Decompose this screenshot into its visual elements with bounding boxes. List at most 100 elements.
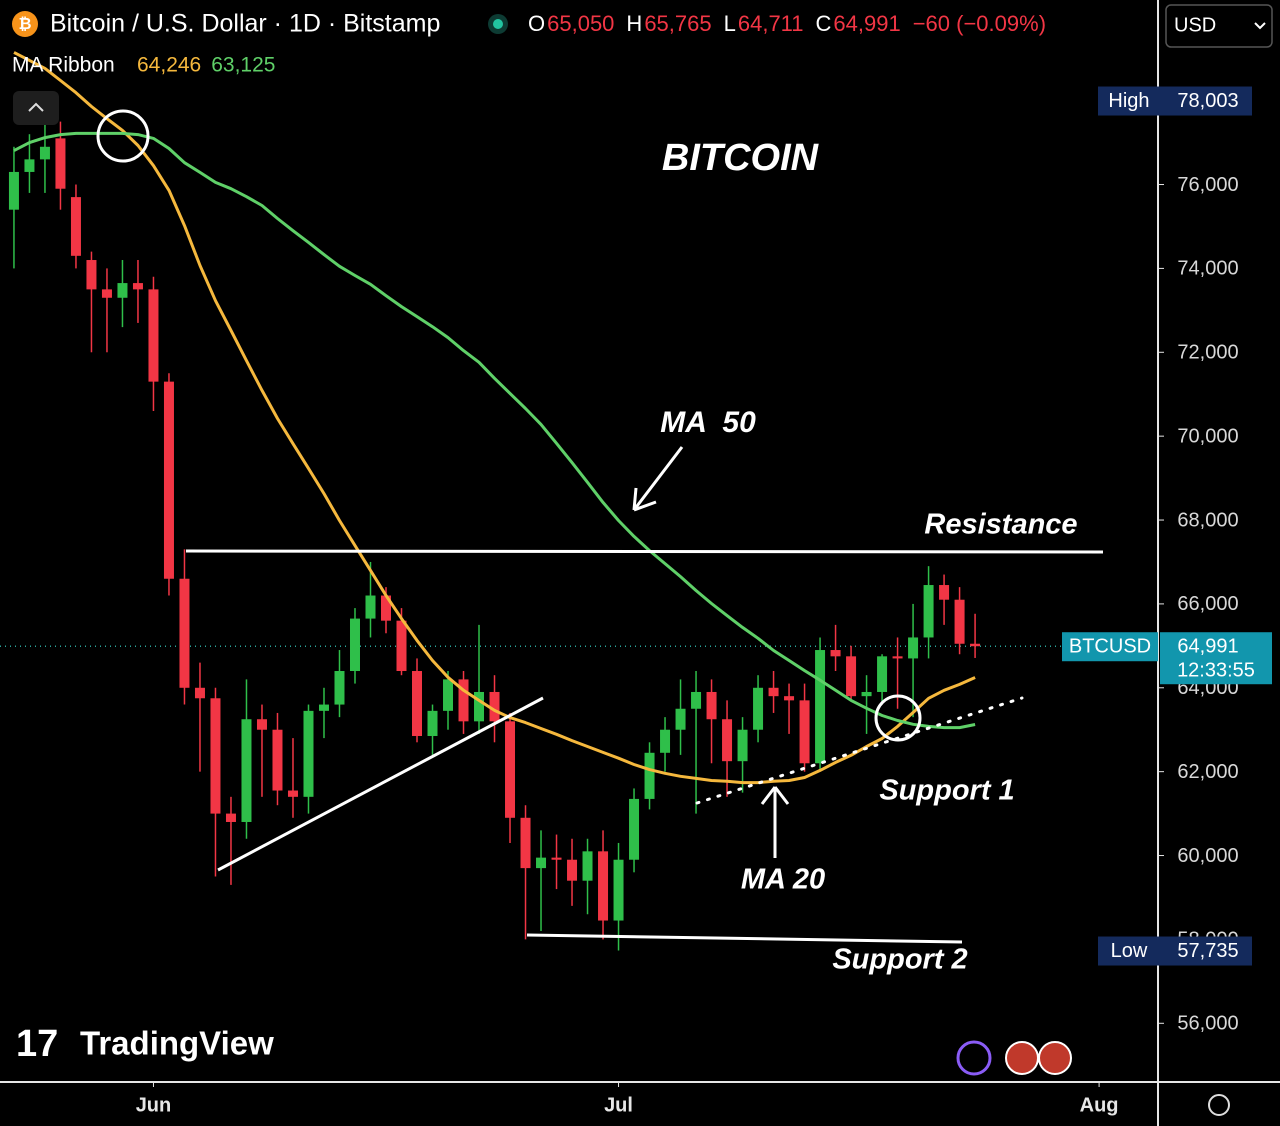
annotation: MA 20 [741, 864, 825, 896]
candle-body [318, 704, 329, 711]
icon[interactable] [1038, 1041, 1072, 1075]
ohlc-legend: O 65,050 H 65,765 L 64,711 C 64,991 −60 (−0.09%) [528, 11, 1046, 36]
resistance-line [185, 549, 1104, 554]
candle-body [303, 710, 314, 797]
candle-body [474, 691, 485, 722]
x-tick-label: Aug [1080, 1094, 1119, 1116]
x-tick-label: Jul [604, 1094, 633, 1116]
coin-icon-glyph: ₿ [18, 15, 31, 33]
ohlc-value: 64,711 [738, 11, 804, 36]
candle-body [194, 687, 205, 699]
candle-body [613, 859, 624, 921]
candle-body [520, 817, 531, 869]
annotations [96, 109, 1104, 944]
candle-body [427, 710, 438, 737]
currency-label: USD [1174, 14, 1216, 36]
ohlc-key: C [816, 11, 832, 36]
candle-body [722, 719, 733, 762]
tag-value-box [1160, 936, 1252, 966]
candle-body [629, 798, 640, 860]
y-tick-label: 56,000 [1177, 1013, 1238, 1035]
candle-body [815, 650, 826, 764]
candle-body [489, 691, 500, 722]
arrow [632, 446, 684, 512]
candle-body [551, 857, 562, 860]
coin-icon [12, 11, 38, 37]
candle-body [753, 687, 764, 730]
price-tag-value-box [1160, 632, 1272, 685]
brand-logo: 17 [16, 1023, 58, 1065]
status-dot [493, 19, 503, 29]
x-tick-label: Jun [136, 1094, 172, 1116]
candle-body [505, 721, 516, 818]
candle-body [954, 599, 965, 644]
tag-value-box [1160, 86, 1252, 116]
ohlc-key: O [528, 11, 545, 36]
candle-body [908, 637, 919, 659]
indicator-legend: 64,246 63,125 [137, 54, 275, 77]
brand-name: TradingView [80, 1025, 274, 1062]
y-tick-label: 74,000 [1177, 258, 1238, 280]
candle-body [334, 671, 345, 705]
change: −60 (−0.09%) [913, 11, 1046, 36]
candle-body [877, 656, 888, 692]
candle-body [443, 679, 454, 711]
tag-key: High [1108, 90, 1149, 112]
annotation: Support 1 [879, 775, 1014, 807]
candle-body [737, 729, 748, 762]
y-tick-label: 62,000 [1177, 761, 1238, 783]
tag-key: Low [1111, 940, 1148, 962]
y-tick-label: 72,000 [1177, 342, 1238, 364]
candle-body [132, 283, 143, 290]
candle-body [784, 696, 795, 701]
ohlc-value: 65,050 [547, 11, 614, 36]
arrow [760, 786, 790, 858]
candle-body [923, 585, 934, 638]
candle-body [210, 698, 221, 814]
candle-body [179, 578, 190, 688]
icon[interactable] [956, 1040, 992, 1076]
dropdown-icon [1254, 22, 1266, 30]
candle-body [272, 729, 283, 791]
candle-body [365, 595, 376, 619]
candle-body [8, 171, 19, 210]
candle-body [241, 719, 252, 822]
candle-body [458, 679, 469, 722]
icon[interactable] [1005, 1041, 1039, 1075]
cross-circle [874, 694, 922, 742]
candle-body [675, 708, 686, 730]
annotation: MA 50 [660, 406, 756, 439]
trend-line [217, 696, 544, 872]
y-tick-label: 66,000 [1177, 593, 1238, 615]
currency-select[interactable] [1165, 4, 1273, 48]
tag-key-box [1098, 936, 1160, 966]
candle-body [148, 289, 159, 382]
candle-body [396, 620, 407, 672]
candle-body [892, 656, 903, 659]
candle-body [830, 650, 841, 657]
y-tick-label: 68,000 [1177, 509, 1238, 531]
candle-body [287, 790, 298, 797]
candle-body [598, 851, 609, 921]
settings-icon[interactable] [1208, 1094, 1230, 1116]
y-tick-label: 70,000 [1177, 425, 1238, 447]
candle-body [567, 859, 578, 881]
candle-body [70, 197, 81, 256]
candle-body [582, 851, 593, 881]
collapse-button[interactable] [13, 91, 59, 125]
plot-area [0, 51, 1158, 951]
annotation: BITCOIN [662, 137, 820, 179]
candle-body [101, 289, 112, 298]
candle-body [799, 700, 810, 764]
candle-body [55, 138, 66, 189]
price-tag-value: 64,991 [1177, 636, 1238, 658]
ohlc-value: 64,991 [833, 11, 900, 36]
ma-line [13, 51, 976, 785]
price-tag-symbol: BTCUSD [1069, 636, 1151, 658]
candle-body [117, 283, 128, 298]
chart-title: Bitcoin / U.S. Dollar · 1D · Bitstamp [50, 10, 440, 38]
y-tick-label: 76,000 [1177, 174, 1238, 196]
